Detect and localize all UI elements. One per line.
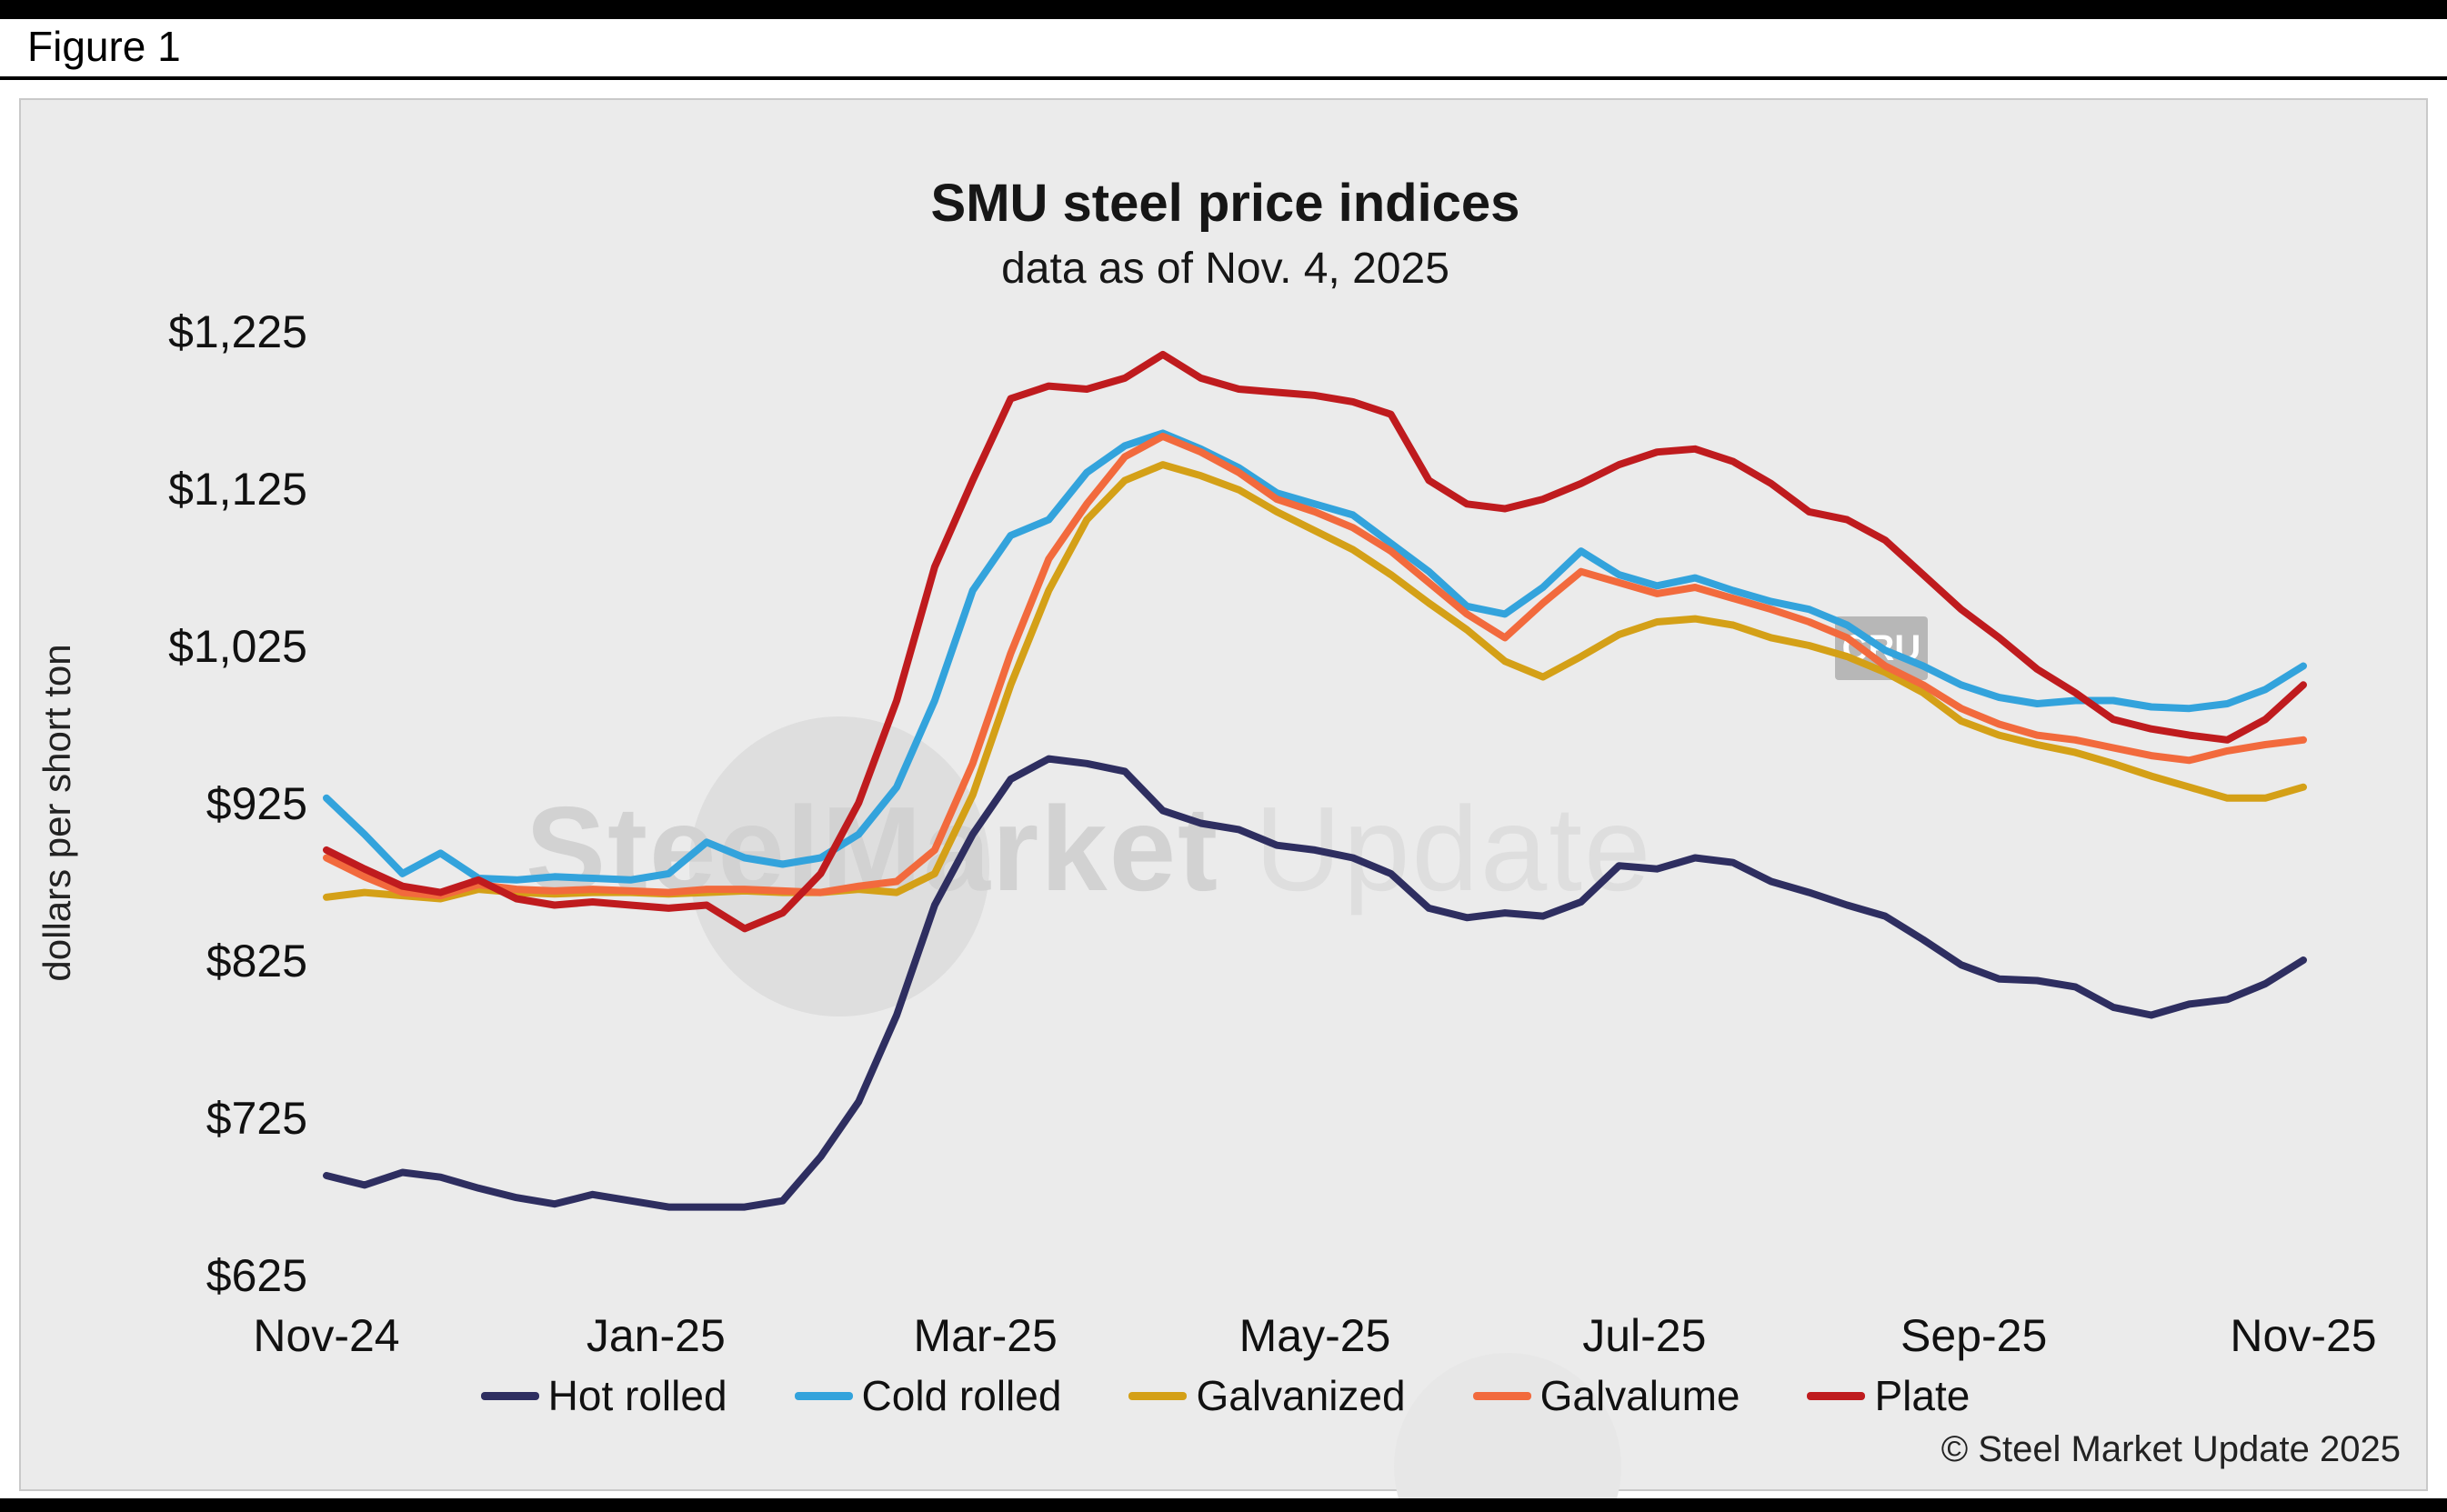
x-tick-label: Jul-25: [1582, 1310, 1707, 1361]
legend-swatch-galvanized: [1128, 1391, 1188, 1400]
header-divider: [0, 76, 2447, 80]
legend-label-galvanized: Galvanized: [1196, 1372, 1406, 1419]
legend-swatch-galvalume: [1472, 1391, 1531, 1400]
x-tick-label: Nov-24: [253, 1310, 400, 1361]
legend-swatch-hot-rolled: [480, 1391, 539, 1400]
chart-legend: Hot rolled Cold rolled Galvanized Galvalume…: [21, 1371, 2430, 1420]
x-tick-label: Mar-25: [913, 1310, 1058, 1361]
series-line-plate: [323, 350, 2307, 933]
x-tick-label: Sep-25: [1900, 1310, 2048, 1361]
top-black-bar: [0, 0, 2447, 19]
y-tick-label: $1,025: [168, 621, 307, 672]
legend-label-cold-rolled: Cold rolled: [861, 1372, 1062, 1419]
legend-label-hot-rolled: Hot rolled: [547, 1372, 727, 1419]
chart-panel: SMU steel price indices data as of Nov. …: [19, 98, 2430, 1512]
legend-item-cold-rolled: Cold rolled: [794, 1371, 1062, 1420]
legend-swatch-cold-rolled: [794, 1391, 853, 1400]
legend-label-plate: Plate: [1874, 1372, 1971, 1419]
copyright-text: © Steel Market Update 2025: [1941, 1429, 2401, 1469]
legend-item-hot-rolled: Hot rolled: [480, 1371, 727, 1420]
x-tick-label: May-25: [1239, 1310, 1391, 1361]
legend-label-galvalume: Galvalume: [1539, 1372, 1740, 1419]
series-line-hot-rolled: [323, 755, 2307, 1211]
chart-subtitle: data as of Nov. 4, 2025: [1001, 245, 1449, 293]
y-tick-label: $725: [206, 1093, 307, 1144]
x-tick-label: Nov-25: [2230, 1310, 2377, 1361]
legend-swatch-plate: [1807, 1391, 1866, 1400]
bottom-black-bar: [0, 1498, 2447, 1512]
legend-item-plate: Plate: [1807, 1371, 1970, 1420]
chart-title: SMU steel price indices: [930, 174, 1520, 233]
x-tick-label: Jan-25: [586, 1310, 726, 1361]
legend-item-galvanized: Galvanized: [1128, 1371, 1406, 1420]
figure-label: Figure 1: [27, 23, 181, 70]
y-tick-label: $825: [206, 936, 307, 986]
series-line-cold-rolled: [323, 429, 2307, 884]
legend-item-galvalume: Galvalume: [1472, 1371, 1740, 1420]
y-tick-label: $1,125: [168, 464, 307, 515]
series-line-galvalume: [323, 432, 2307, 900]
y-tick-label: $1,225: [168, 306, 307, 357]
y-tick-label: $925: [206, 778, 307, 829]
series-line-galvanized: [323, 461, 2307, 903]
y-tick-label: $625: [206, 1250, 307, 1301]
price-chart: [323, 350, 2307, 1211]
